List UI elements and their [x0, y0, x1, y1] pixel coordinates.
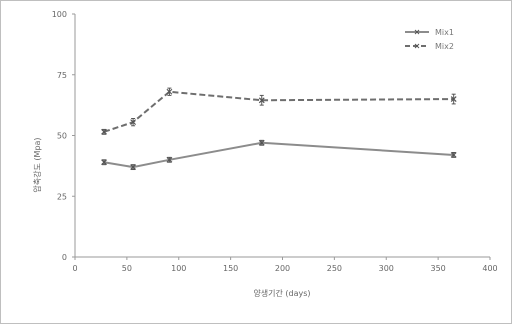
marker-stroke	[258, 139, 265, 146]
legend-marker	[414, 29, 420, 35]
x-tick-label: 400	[482, 264, 497, 273]
marker-stroke	[258, 97, 265, 104]
legend: Mix1 Mix2	[405, 28, 454, 51]
marker-stroke	[450, 152, 457, 158]
marker-stroke	[101, 128, 107, 135]
legend-item-1: Mix1	[405, 28, 454, 37]
x-tick-label: 0	[72, 264, 77, 273]
legend-label: Mix2	[435, 42, 454, 51]
marker-stroke	[166, 156, 173, 163]
y-tick-label: 50	[57, 132, 67, 141]
x-axis-label: 양생기간 (days)	[253, 288, 310, 298]
y-tick-label: 25	[57, 192, 67, 201]
axes: 0 25 50 75 100 0 50 100 150 200 250 300 350 400	[52, 10, 498, 273]
x-tick-label: 300	[379, 264, 394, 273]
data-point	[130, 119, 137, 126]
data-point	[258, 139, 265, 146]
x-tick-label: 150	[223, 264, 238, 273]
series-layer	[101, 87, 457, 171]
y-tick-label: 100	[52, 10, 67, 19]
marker-stroke	[450, 96, 457, 102]
legend-item-2: Mix2	[405, 42, 454, 51]
data-point	[166, 156, 173, 163]
data-point	[450, 96, 457, 102]
series-2	[101, 87, 457, 135]
x-tick-label: 50	[122, 264, 132, 273]
series-1	[101, 139, 457, 171]
data-point	[166, 88, 173, 95]
data-point	[130, 164, 137, 171]
y-tick-label: 75	[57, 71, 67, 80]
data-point	[450, 152, 457, 158]
marker-stroke	[166, 88, 173, 95]
marker-stroke	[101, 159, 107, 166]
data-point	[101, 128, 107, 135]
legend-marker	[414, 43, 420, 49]
data-point	[101, 159, 107, 166]
y-tick-label: 0	[62, 253, 67, 262]
marker-stroke	[130, 119, 137, 126]
legend-label: Mix1	[435, 28, 454, 37]
x-tick-label: 200	[275, 264, 290, 273]
marker-stroke	[130, 164, 137, 171]
x-tick-label: 350	[430, 264, 445, 273]
y-axis-label: 압축강도 (Mpa)	[32, 137, 42, 192]
x-tick-label: 100	[171, 264, 186, 273]
x-tick-label: 250	[327, 264, 342, 273]
data-point	[258, 97, 265, 104]
